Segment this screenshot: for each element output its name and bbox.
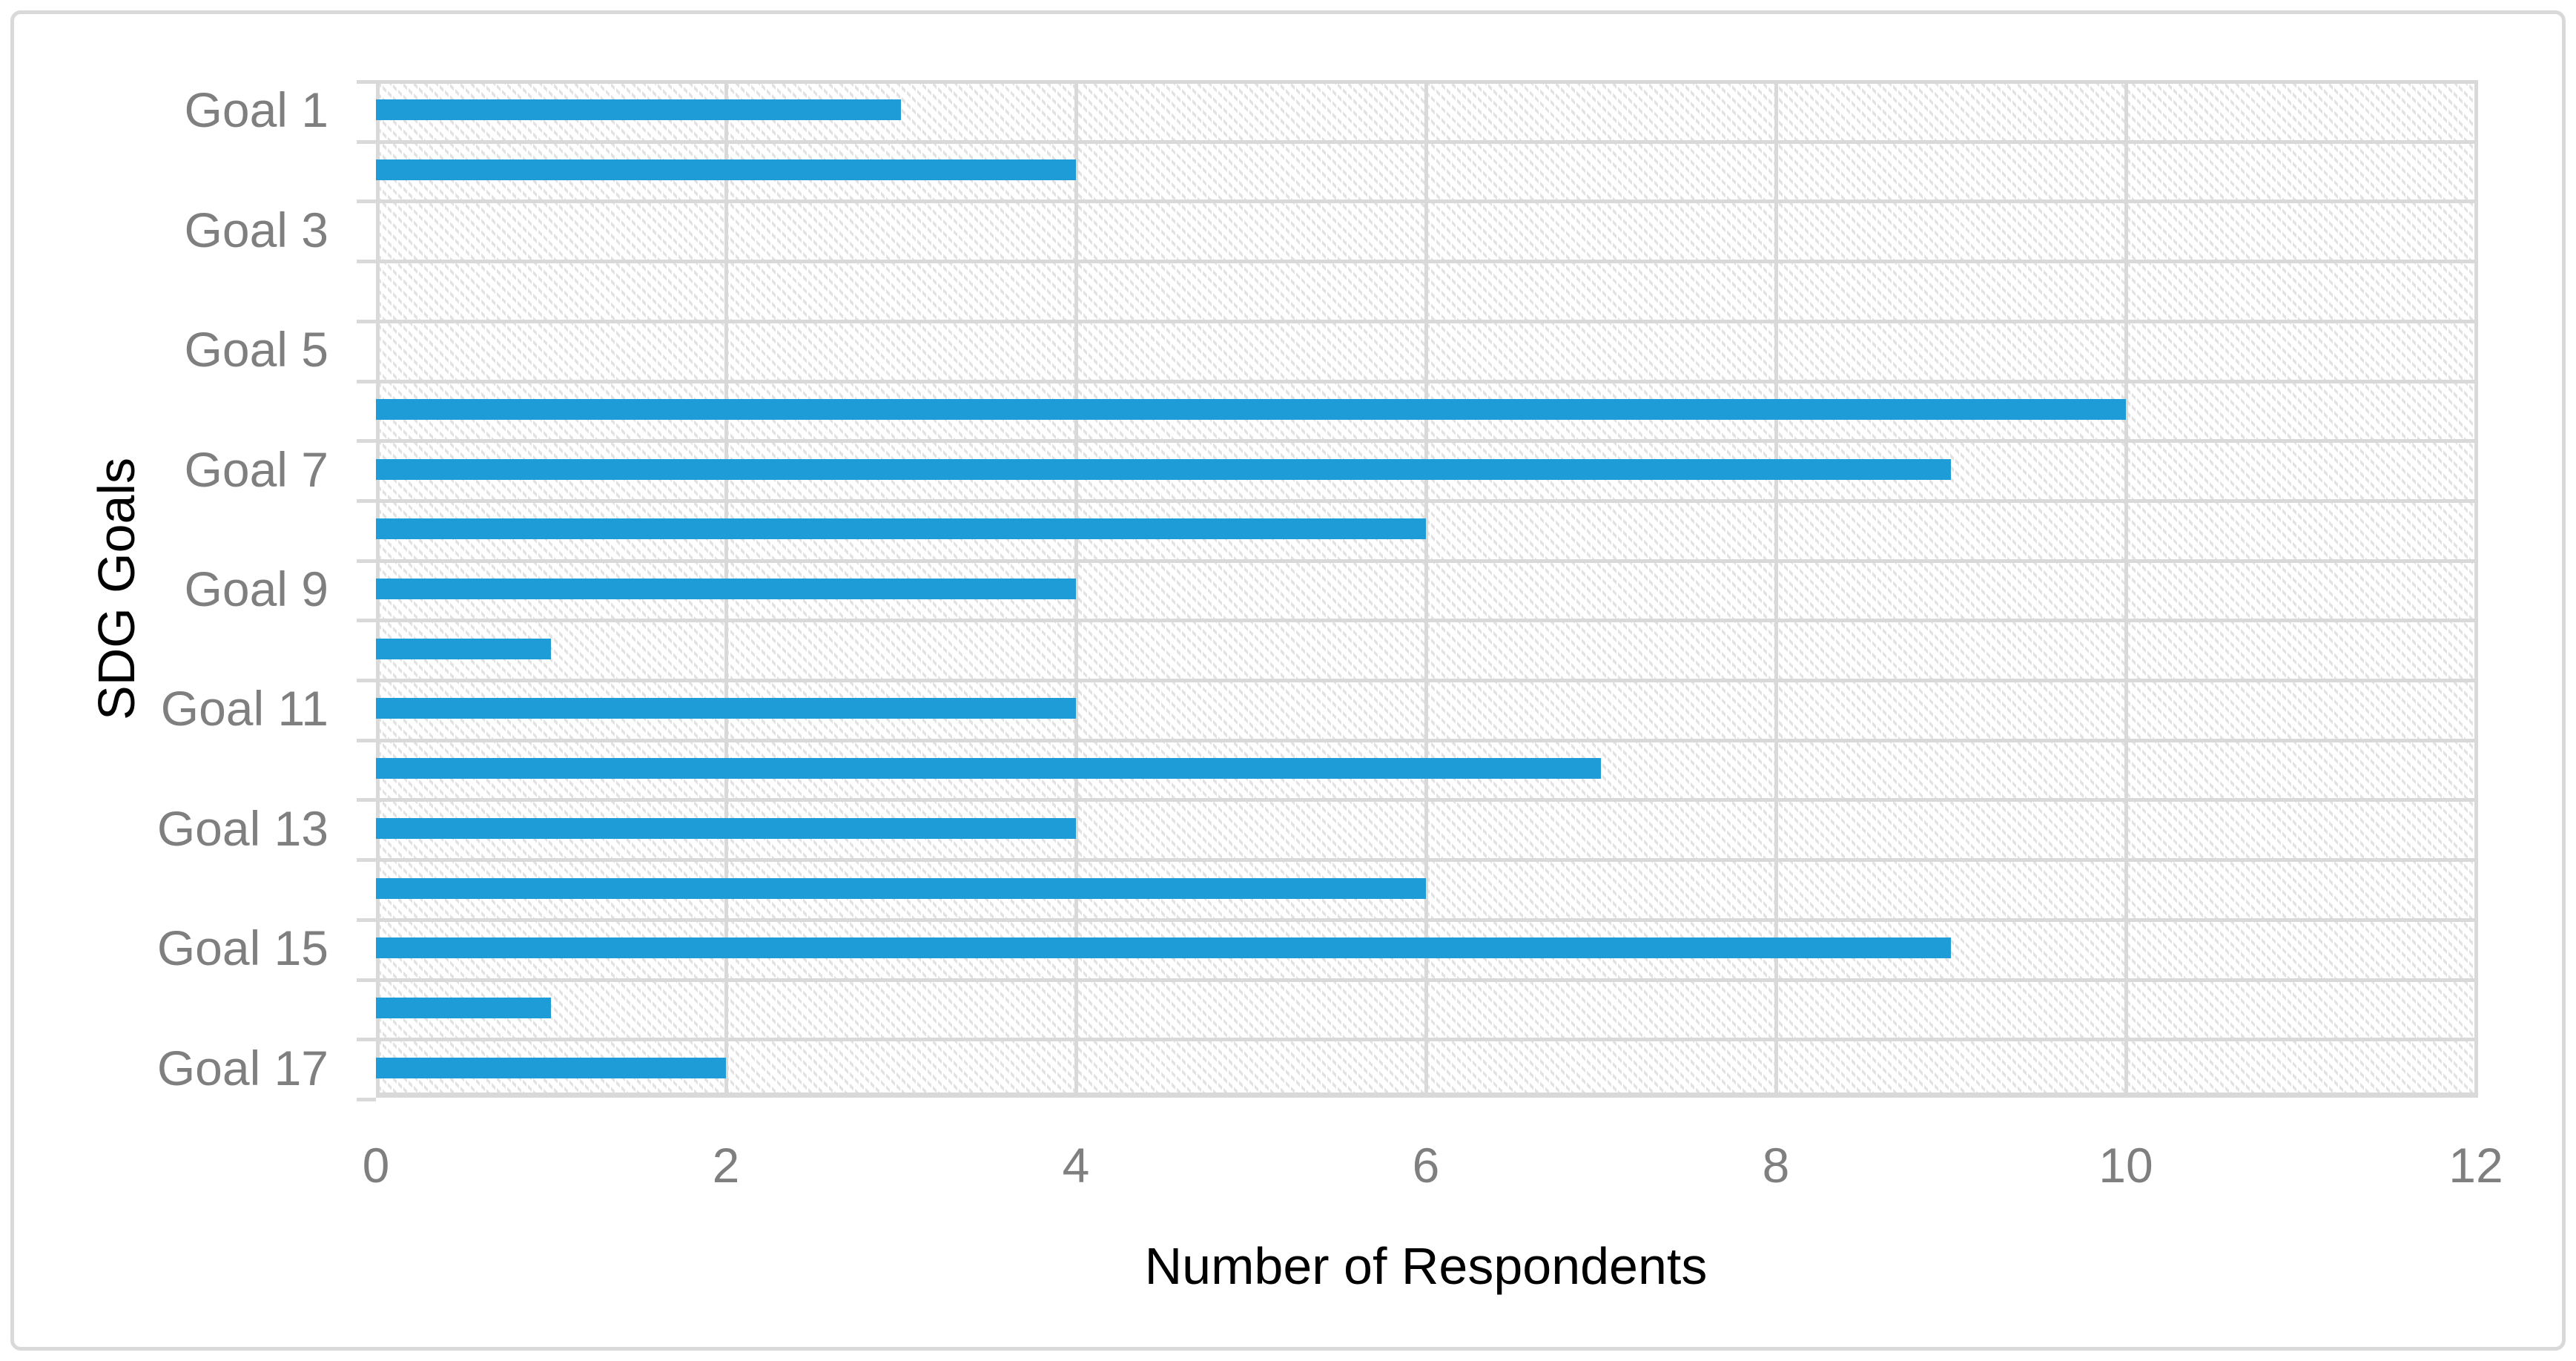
y-axis-tick-mark	[357, 498, 376, 503]
x-tick-label-10: 10	[2098, 1138, 2153, 1193]
row-gridline	[376, 858, 2476, 863]
x-tick-label-0: 0	[362, 1138, 390, 1193]
y-axis-tick-mark	[357, 439, 376, 444]
plot-area	[376, 80, 2478, 1098]
vertical-gridline-8	[1774, 80, 1778, 1098]
bar-goal-17	[376, 1057, 726, 1078]
row-gridline	[376, 558, 2476, 563]
row-gridline	[376, 260, 2476, 264]
y-axis-tick-mark	[357, 917, 376, 922]
x-axis-line	[376, 1093, 2476, 1098]
y-tick-label-goal-3: Goal 3	[184, 202, 328, 257]
bar-goal-1	[376, 99, 901, 121]
bar-goal-2	[376, 159, 1076, 181]
row-gridline	[376, 379, 2476, 383]
x-tick-label-6: 6	[1412, 1138, 1440, 1193]
y-axis-tick-mark	[357, 1038, 376, 1042]
vertical-gridline-4	[1074, 80, 1078, 1098]
vertical-gridline-12	[2474, 80, 2478, 1098]
y-tick-label-goal-9: Goal 9	[184, 561, 328, 616]
y-axis-tick-mark	[357, 1098, 376, 1101]
y-tick-label-goal-15: Goal 15	[156, 920, 328, 976]
row-gridline	[376, 319, 2476, 323]
bar-goal-7	[376, 458, 1951, 480]
row-gridline	[376, 139, 2476, 144]
row-gridline	[376, 679, 2476, 683]
y-tick-label-goal-17: Goal 17	[156, 1040, 328, 1095]
row-gridline	[376, 798, 2476, 803]
bar-goal-10	[376, 638, 551, 659]
row-gridline	[376, 738, 2476, 742]
bar-goal-14	[376, 877, 1426, 899]
x-tick-label-2: 2	[712, 1138, 740, 1193]
y-axis-tick-mark	[357, 798, 376, 803]
bar-goal-15	[376, 937, 1951, 959]
y-axis-tick-mark	[357, 619, 376, 623]
bar-goal-9	[376, 579, 1076, 599]
row-gridline	[376, 978, 2476, 982]
y-axis-tick-mark	[357, 679, 376, 683]
x-axis-title: Number of Respondents	[1144, 1237, 1708, 1295]
row-gridline	[376, 439, 2476, 444]
row-gridline	[376, 498, 2476, 503]
y-tick-label-goal-11: Goal 11	[160, 681, 328, 736]
vertical-gridline-10	[2124, 80, 2128, 1098]
y-axis-tick-mark	[357, 738, 376, 742]
y-tick-label-goal-5: Goal 5	[184, 322, 328, 378]
y-axis-tick-mark	[357, 558, 376, 563]
x-tick-label-12: 12	[2448, 1138, 2503, 1193]
y-axis-tick-mark	[357, 139, 376, 144]
bar-goal-16	[376, 997, 551, 1018]
row-gridline	[376, 619, 2476, 623]
vertical-gridline-6	[1424, 80, 1428, 1098]
chart-frame: SDG Goals Goal 1 Goal 3 Goal 5 Goal 7 Goal 9…	[10, 10, 2566, 1351]
row-gridline	[376, 1038, 2476, 1042]
y-axis-tick-mark	[357, 200, 376, 204]
x-tick-label-4: 4	[1062, 1138, 1090, 1193]
row-gridline	[376, 200, 2476, 204]
y-axis-tick-mark	[357, 858, 376, 863]
y-axis-tick-mark	[357, 80, 376, 84]
row-gridline	[376, 80, 2476, 84]
row-gridline	[376, 917, 2476, 922]
bar-goal-11	[376, 698, 1076, 719]
y-axis-tick-mark	[357, 978, 376, 982]
y-axis-tick-mark	[357, 379, 376, 383]
x-tick-label-8: 8	[1762, 1138, 1790, 1193]
bar-goal-12	[376, 758, 1601, 780]
bar-goal-13	[376, 817, 1076, 839]
y-tick-label-goal-1: Goal 1	[184, 82, 328, 138]
bar-goal-6	[376, 398, 2126, 420]
y-axis-tick-mark	[357, 260, 376, 264]
y-axis-tick-mark	[357, 319, 376, 323]
bar-goal-8	[376, 518, 1426, 540]
y-tick-label-goal-7: Goal 7	[184, 441, 328, 497]
y-tick-label-goal-13: Goal 13	[156, 800, 328, 856]
